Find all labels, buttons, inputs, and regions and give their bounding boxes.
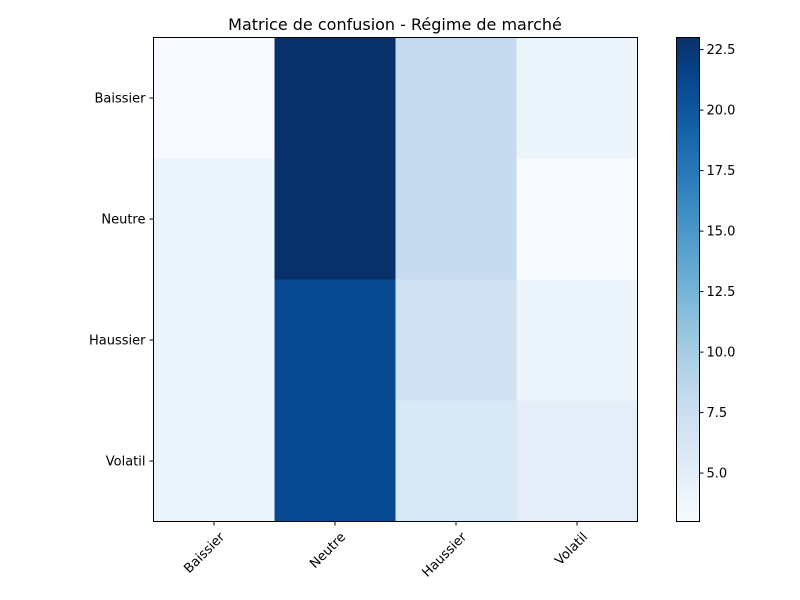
heatmap-cell bbox=[395, 400, 517, 522]
colorbar-tick-label: 7.5 bbox=[707, 406, 728, 421]
colorbar: 5.0 7.5 10.0 12.5 15.0 17.5 20.0 22.5 bbox=[676, 37, 736, 522]
heatmap-cell bbox=[153, 400, 275, 522]
heatmap-cell bbox=[516, 279, 638, 401]
colorbar-gradient bbox=[676, 37, 700, 522]
heatmap-cells bbox=[153, 37, 638, 522]
heatmap-cell bbox=[274, 158, 396, 280]
x-tick-label: Neutre bbox=[307, 530, 349, 572]
colorbar-tick-label: 17.5 bbox=[707, 164, 736, 179]
colorbar-tick-label: 10.0 bbox=[707, 346, 736, 361]
x-tick-label: Haussier bbox=[420, 529, 471, 580]
x-tick-label: Volatil bbox=[552, 530, 591, 569]
y-tick-label: Baissier bbox=[95, 92, 147, 107]
colorbar-tick-label: 15.0 bbox=[707, 225, 736, 240]
heatmap-cell bbox=[516, 158, 638, 280]
plot-frame bbox=[153, 37, 638, 522]
heatmap-cell bbox=[274, 279, 396, 401]
y-axis-ticks: Baissier Neutre Haussier Volatil bbox=[89, 92, 154, 470]
x-axis-ticks: Baissier Neutre Haussier Volatil bbox=[181, 521, 591, 580]
y-tick-label: Neutre bbox=[101, 213, 145, 228]
heatmap-cell bbox=[274, 400, 396, 522]
heatmap-cell bbox=[516, 37, 638, 159]
heatmap-cell bbox=[395, 158, 517, 280]
heatmap-cell bbox=[153, 279, 275, 401]
heatmap-cell bbox=[516, 400, 638, 522]
heatmap-cell bbox=[153, 158, 275, 280]
heatmap-cell bbox=[395, 37, 517, 159]
y-tick-label: Volatil bbox=[106, 455, 146, 470]
colorbar-tick-label: 5.0 bbox=[707, 467, 728, 482]
colorbar-tick-label: 12.5 bbox=[707, 285, 736, 300]
heatmap-cell bbox=[153, 37, 275, 159]
heatmap-cell bbox=[274, 37, 396, 159]
chart-title: Matrice de confusion - Régime de marché bbox=[228, 15, 562, 34]
heatmap-cell bbox=[395, 279, 517, 401]
x-tick-label: Baissier bbox=[181, 529, 228, 576]
colorbar-tick-label: 20.0 bbox=[707, 104, 736, 119]
y-tick-label: Haussier bbox=[89, 334, 146, 349]
colorbar-tick-label: 22.5 bbox=[707, 43, 736, 58]
